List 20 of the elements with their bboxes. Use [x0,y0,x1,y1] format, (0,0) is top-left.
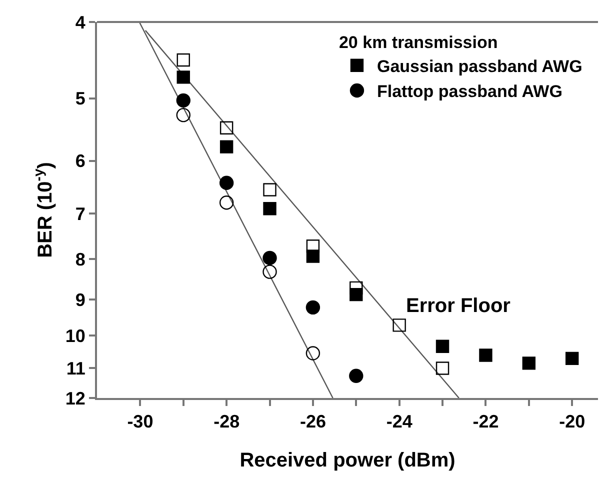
annotation: Error Floor [406,295,511,317]
x-axis-title: Received power (dBm) [240,450,456,472]
y-tick-label: 4 [75,12,86,32]
legend-label: Gaussian passband AWG [376,57,582,76]
y-tick-label: 12 [65,388,86,408]
x-tick-label: -22 [472,412,499,432]
legend-title: 20 km transmission [338,32,498,52]
y-tick-label: 5 [75,88,86,109]
x-tick-label: -24 [386,412,412,432]
y-tick-label: 8 [75,250,86,270]
x-tick-label: -26 [300,412,326,432]
y-tick-label: 7 [75,204,86,224]
x-tick-label: -30 [127,412,154,432]
y-tick-label: 10 [65,326,86,346]
legend-label: Flattop passband AWG [376,82,562,102]
x-tick-label: -20 [559,412,586,432]
y-tick-label: 11 [66,358,86,379]
y-tick-label: 6 [75,151,86,172]
y-tick-label: 9 [75,290,86,310]
x-tick-label: -28 [214,412,240,432]
